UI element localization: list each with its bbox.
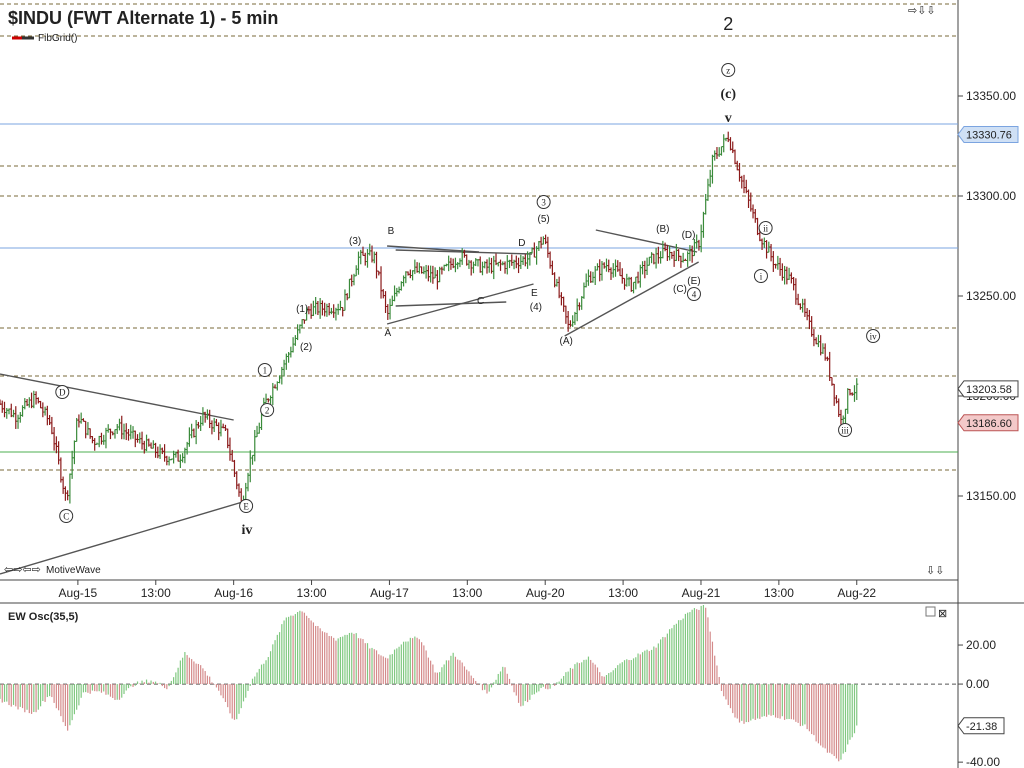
wave-labels: 2 z (c) v D C 1 2 Eiv (1) (2) (3) B A C D E (4) 3 (5) (A) (B)… — [55, 14, 881, 538]
wave-label: (1) — [296, 304, 308, 315]
wave-label: (D) — [682, 230, 696, 241]
price-tick-label: 13250.00 — [966, 289, 1016, 303]
wave-label: (2) — [300, 342, 312, 353]
blue-price-tag: 13330.76 — [966, 129, 1012, 141]
pane-maximize-icon[interactable] — [925, 606, 936, 617]
wave-label-circle — [721, 63, 736, 77]
time-tick-label: 13:00 — [297, 586, 327, 600]
trend-lines — [0, 229, 699, 575]
wave-label: (B) — [656, 224, 669, 235]
wave-label: E — [531, 288, 538, 299]
time-tick-label: Aug-22 — [837, 586, 876, 600]
wave-label: (C) — [673, 284, 687, 295]
nav-arrows-bottom-left[interactable]: ⇦⇨⇦⇨ — [4, 564, 41, 576]
time-tick-label: 13:00 — [608, 586, 638, 600]
price-pane[interactable] — [0, 0, 958, 580]
wave-label: iv — [870, 332, 878, 342]
indicator-label[interactable]: FibGrid() — [38, 33, 77, 44]
wave-label-circle — [257, 363, 272, 377]
time-tick-label: 13:00 — [141, 586, 171, 600]
wave-label: ii — [763, 224, 769, 234]
osc-tick-label: -40.00 — [966, 755, 1000, 768]
price-tick-label: 13300.00 — [966, 189, 1016, 203]
last-price-tag: 13203.58 — [966, 384, 1012, 396]
wave-label: 1 — [263, 366, 268, 376]
blue-price-tag-box — [957, 125, 1019, 143]
price-tags: 13330.76 13203.58 13186.60 — [957, 125, 1019, 432]
trend-line[interactable] — [564, 261, 699, 337]
wave-label: 2 — [723, 14, 733, 34]
nav-arrows-bottom-right[interactable]: ⇩⇩ — [926, 565, 944, 577]
wave-label-circle — [55, 385, 70, 399]
trend-line[interactable] — [387, 245, 480, 253]
wave-label: iv — [241, 523, 252, 538]
wave-label-circle — [686, 287, 701, 301]
wave-label: 3 — [541, 198, 546, 208]
wave-label: 2 — [265, 406, 270, 416]
wave-label-circle — [260, 403, 275, 417]
wave-label: v — [725, 111, 732, 126]
wave-label-circle — [239, 499, 254, 513]
ew-oscillator — [0, 605, 958, 762]
fibgrid-lines — [0, 3, 958, 471]
osc-current-tag: -21.38 — [966, 721, 997, 733]
wave-label: (E) — [687, 276, 700, 287]
chart-title: $INDU (FWT Alternate 1) - 5 min — [8, 8, 278, 28]
red-price-tag-box — [957, 414, 1019, 432]
wave-label-circle — [838, 423, 853, 437]
oscillator-axis[interactable]: 20.00 0.00 -40.00 -21.38 — [957, 638, 1005, 768]
wave-label: (A) — [560, 336, 573, 347]
red-price-tag: 13186.60 — [966, 418, 1012, 430]
wave-label: (3) — [349, 236, 361, 247]
trend-line[interactable] — [0, 373, 234, 421]
time-tick-label: 13:00 — [452, 586, 482, 600]
trend-line[interactable] — [395, 249, 532, 255]
osc-tick-label: 20.00 — [966, 638, 996, 652]
osc-current-tag-box — [957, 717, 1005, 735]
time-tick-label: Aug-16 — [214, 586, 253, 600]
wave-label: (c) — [720, 87, 736, 102]
wave-label: (4) — [530, 302, 542, 313]
wave-label: D — [59, 388, 66, 398]
oscillator-title[interactable]: EW Osc(35,5) — [8, 611, 79, 623]
wave-label-circle — [753, 269, 768, 283]
wave-label: B — [388, 226, 395, 237]
wave-label-circle — [758, 221, 773, 235]
trend-line[interactable] — [395, 301, 507, 307]
price-tick-label: 13350.00 — [966, 89, 1016, 103]
wave-label: 4 — [692, 290, 697, 300]
time-tick-label: Aug-17 — [370, 586, 409, 600]
wave-label: A — [385, 328, 392, 339]
wave-label: i — [760, 272, 763, 282]
pane-close-icon[interactable]: ⊠ — [938, 608, 947, 620]
time-tick-label: Aug-15 — [59, 586, 98, 600]
watermark: MotiveWave — [46, 565, 101, 576]
price-bars — [0, 131, 859, 505]
wave-label: z — [726, 66, 730, 76]
last-price-tag-box — [957, 380, 1019, 398]
osc-tick-label: 0.00 — [966, 677, 990, 691]
wave-label: iii — [841, 426, 849, 436]
wave-label: (5) — [538, 214, 550, 225]
time-axis[interactable]: Aug-15 13:00 Aug-16 13:00 Aug-17 13:00 Aug-20 1… — [59, 580, 877, 600]
wave-label: E — [243, 502, 249, 512]
wave-label-circle — [59, 509, 74, 523]
time-tick-label: Aug-20 — [526, 586, 565, 600]
trend-line[interactable] — [0, 499, 250, 575]
time-tick-label: Aug-21 — [682, 586, 721, 600]
wave-label: C — [63, 512, 69, 522]
wave-label: D — [518, 238, 525, 249]
time-tick-label: 13:00 — [764, 586, 794, 600]
nav-arrows-top-right[interactable]: ⇨⇩⇩ — [908, 5, 936, 17]
wave-label: C — [477, 296, 484, 307]
wave-label-circle — [536, 195, 551, 209]
price-tick-label: 13150.00 — [966, 489, 1016, 503]
trend-line[interactable] — [595, 229, 698, 253]
wave-label-circle — [866, 329, 881, 343]
